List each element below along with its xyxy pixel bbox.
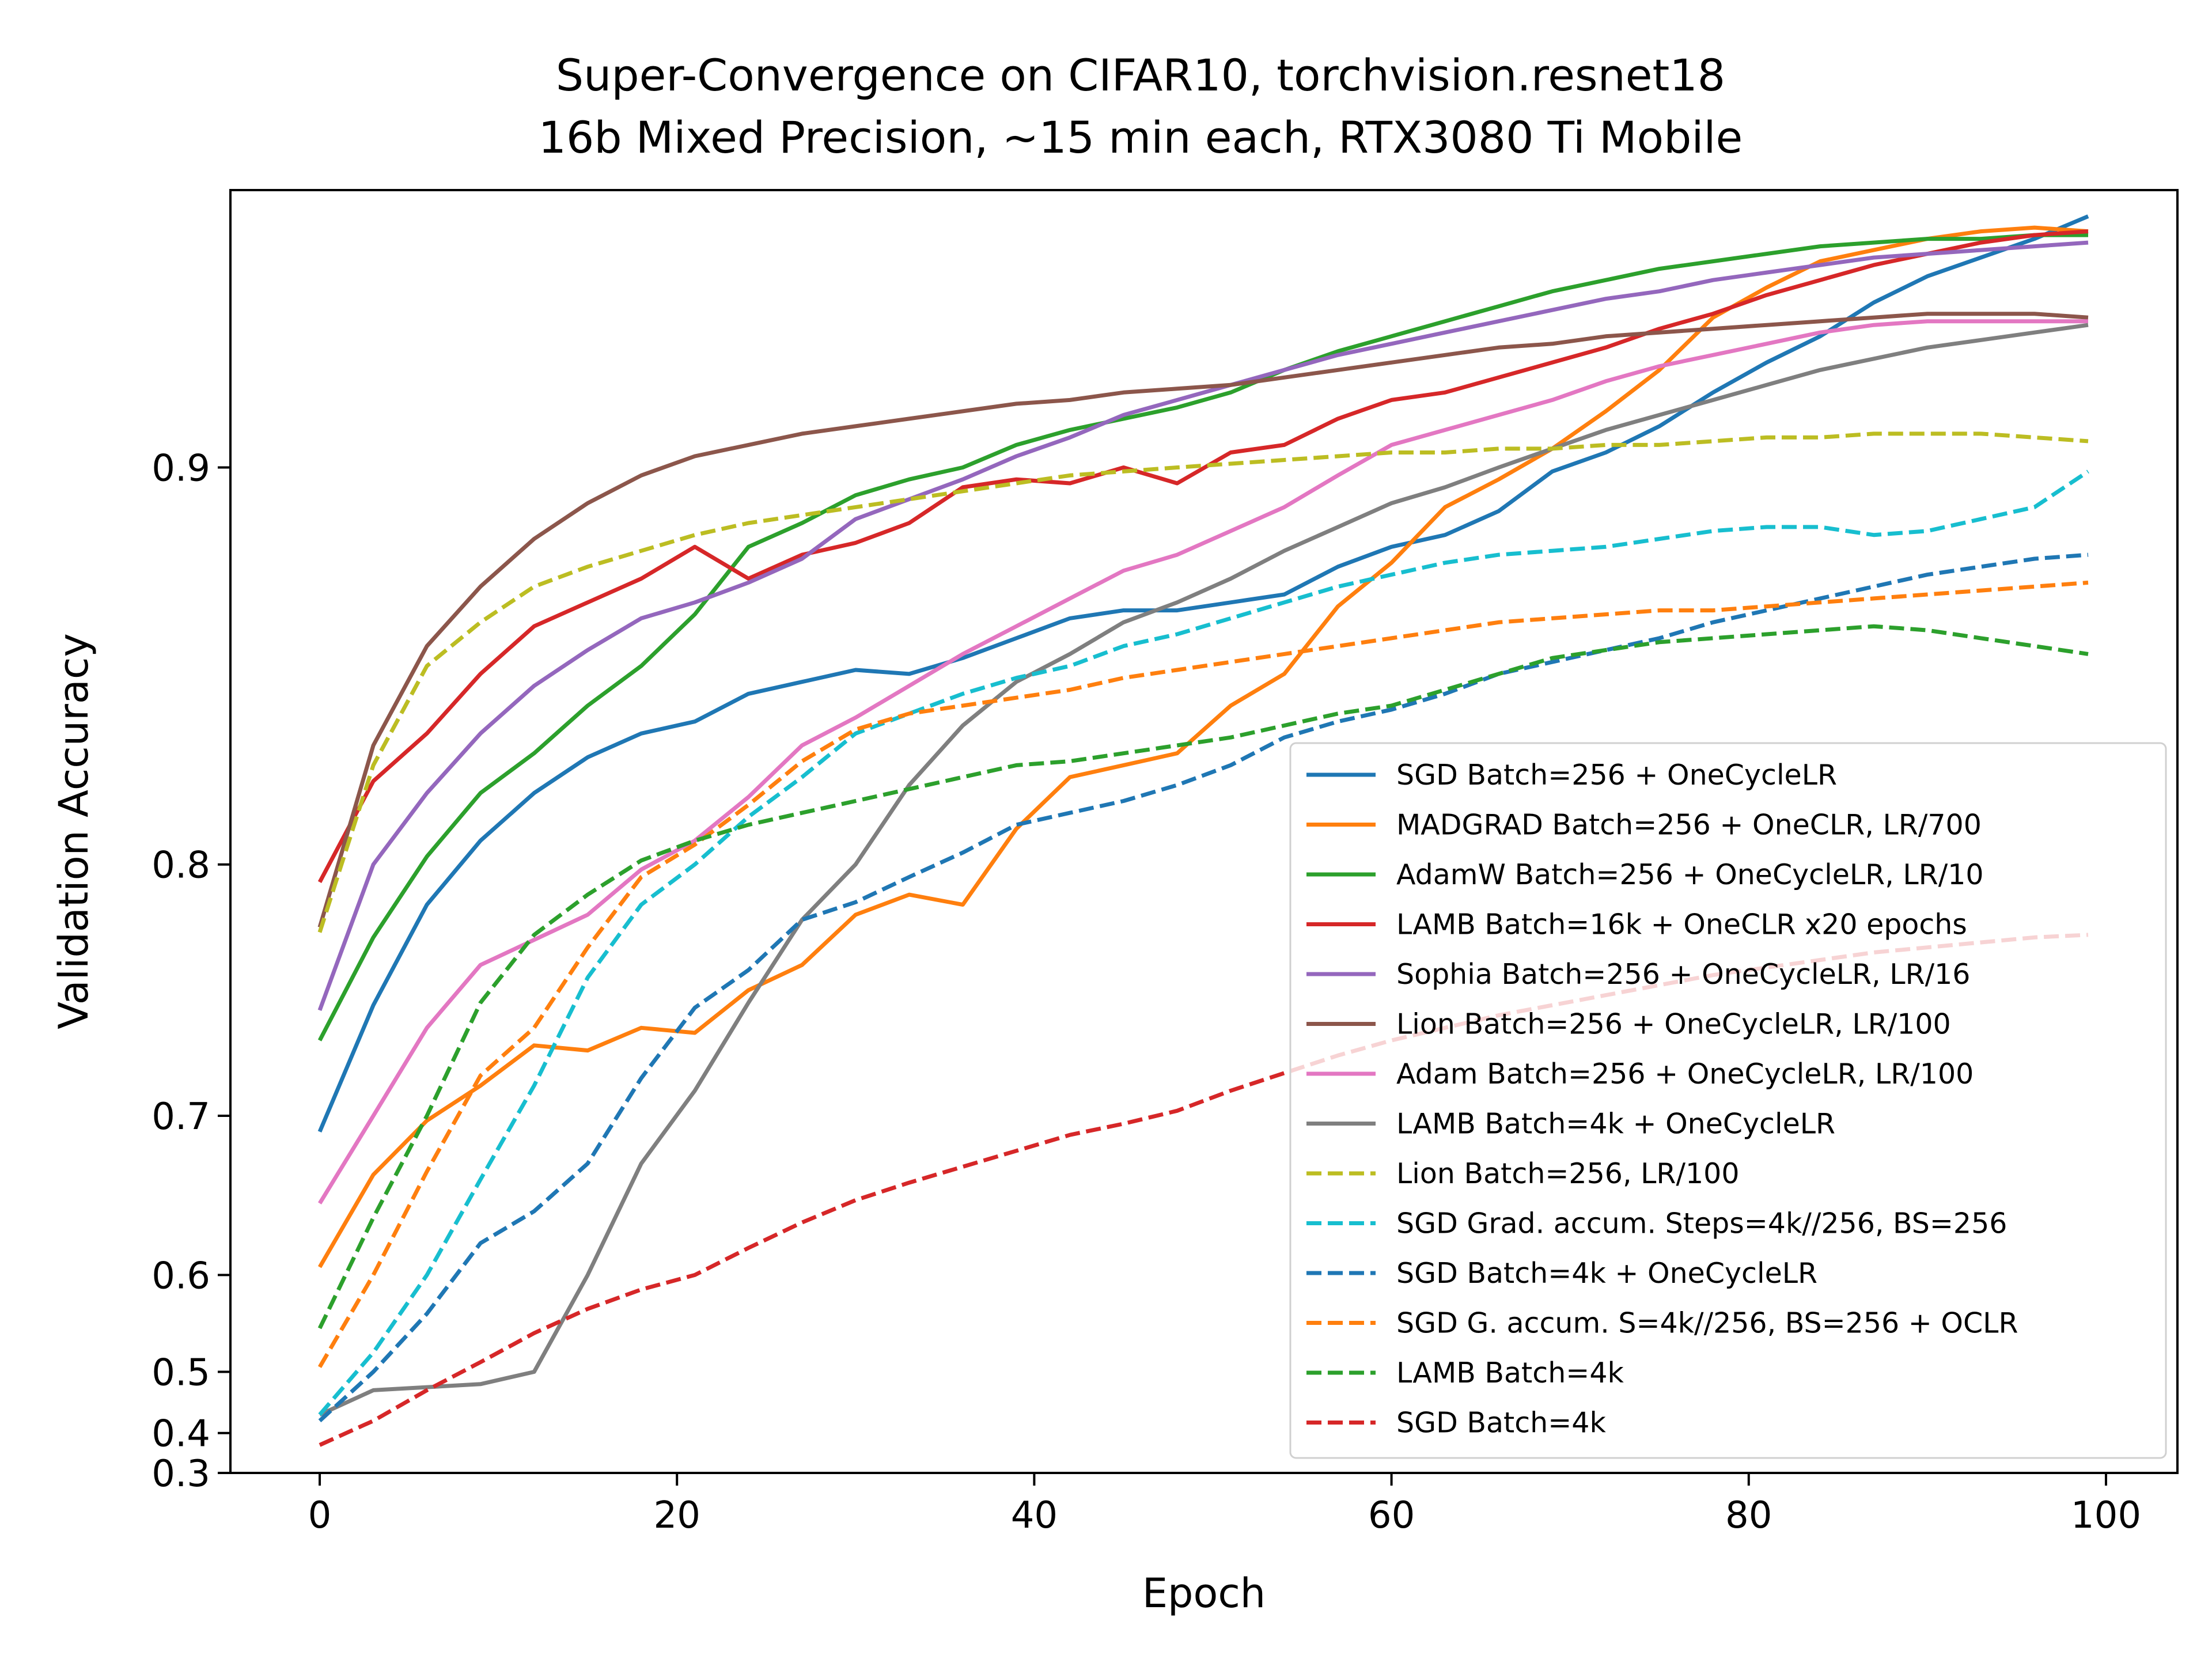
x-tick-label: 60 <box>1368 1494 1415 1537</box>
y-tick-label: 0.7 <box>151 1096 210 1138</box>
legend-box <box>1289 742 2167 1459</box>
chart-title: Super-Convergence on CIFAR10, torchvisio… <box>539 50 1743 163</box>
series-line-sophia-batch-256-onecyclelr-lr-16 <box>317 240 2089 1012</box>
x-axis-ticks: 0 20 40 60 80 100 <box>308 1473 2141 1537</box>
x-tick-label: 20 <box>654 1494 700 1537</box>
legend-label-lamb-batch-4k-onecyclelr: LAMB Batch=4k + OneCycleLR <box>1396 1108 1835 1141</box>
series-line-sgd-grad-accum-steps-4k-256-bs-256 <box>318 469 2089 1416</box>
legend-label-lamb-batch-4k: LAMB Batch=4k <box>1396 1357 1624 1389</box>
series-line-sgd-batch-4k-onecyclelr <box>318 552 2089 1423</box>
y-tick-label: 0.4 <box>151 1413 210 1456</box>
series-line-lion-batch-256-lr-100 <box>317 431 2089 933</box>
legend-label-lion-batch-256-lr-100: Lion Batch=256, LR/100 <box>1396 1157 1740 1190</box>
series-line-sgd-batch-256-onecyclelr <box>317 214 2089 1132</box>
plot-area-frame <box>229 189 2179 1474</box>
series-line-sgd-g-accum-s-4k-256-bs-256-oclr <box>317 580 2089 1368</box>
series-line-lamb-batch-4k-onecyclelr <box>319 323 2089 1417</box>
y-tick-label: 0.5 <box>151 1352 210 1395</box>
legend-label-lion-batch-256-onecyclelr-lr-100: Lion Batch=256 + OneCycleLR, LR/100 <box>1396 1008 1951 1041</box>
y-axis-ticks: 0.30.4 0.5 0.6 0.7 0.8 0.9 <box>151 447 230 1495</box>
x-tick-label: 0 <box>308 1494 332 1537</box>
legend-label-adam-batch-256-onecyclelr-lr-100: Adam Batch=256 + OneCycleLR, LR/100 <box>1396 1058 1974 1090</box>
legend-label-sgd-batch-256-onecyclelr: SGD Batch=256 + OneCycleLR <box>1396 759 1837 791</box>
series-line-adam-batch-256-onecyclelr-lr-100 <box>318 319 2088 1205</box>
legend-label-madgrad-batch-256-oneclr-lr-700: MADGRAD Batch=256 + OneCLR, LR/700 <box>1396 809 1982 842</box>
legend-label-sgd-grad-accum-steps-4k-256-bs-256: SGD Grad. accum. Steps=4k//256, BS=256 <box>1396 1207 2007 1240</box>
x-tick-label: 80 <box>1725 1494 1772 1537</box>
series-line-adamw-batch-256-onecyclelr-lr-10 <box>317 233 2088 1041</box>
legend-label-sophia-batch-256-onecyclelr-lr-16: Sophia Batch=256 + OneCycleLR, LR/16 <box>1396 958 1971 991</box>
legend-label-adamw-batch-256-onecyclelr-lr-10: AdamW Batch=256 + OneCycleLR, LR/10 <box>1396 858 1984 891</box>
chart-title-line-1: Super-Convergence on CIFAR10, torchvisio… <box>556 50 1725 101</box>
legend-label-lamb-batch-16k-oneclr-x20-epochs: LAMB Batch=16k + OneCLR x20 epochs <box>1396 908 1967 941</box>
y-tick-label: 0.8 <box>151 844 210 887</box>
chart-title-line-2: 16b Mixed Precision, ~15 min each, RTX30… <box>539 112 1743 163</box>
series-lines <box>317 214 2089 1447</box>
series-line-lamb-batch-4k <box>317 624 2089 1330</box>
x-tick-label: 100 <box>2071 1494 2141 1537</box>
legend-label-sgd-batch-4k-onecyclelr: SGD Batch=4k + OneCycleLR <box>1396 1257 1817 1290</box>
series-line-lion-batch-256-onecyclelr-lr-100 <box>317 312 2089 928</box>
y-tick-label: 0.9 <box>151 447 210 490</box>
y-tick-label: 0.3 <box>151 1453 210 1495</box>
x-tick-label: 40 <box>1011 1494 1058 1537</box>
legend: SGD Batch=256 + OneCycleLR MADGRAD Batch=… <box>1289 742 2167 1459</box>
series-line-madgrad-batch-256-oneclr-lr-700 <box>317 225 2089 1268</box>
x-axis-label: Epoch <box>1142 1570 1266 1617</box>
series-line-lamb-batch-16k-oneclr-x20-epochs <box>317 229 2089 883</box>
y-tick-label: 0.6 <box>151 1255 210 1297</box>
legend-label-sgd-batch-4k: SGD Batch=4k <box>1396 1407 1606 1440</box>
y-axis-label: Validation Accuracy <box>50 633 97 1029</box>
legend-label-sgd-g-accum-s-4k-256-bs-256-oclr: SGD G. accum. S=4k//256, BS=256 + OCLR <box>1396 1307 2018 1340</box>
